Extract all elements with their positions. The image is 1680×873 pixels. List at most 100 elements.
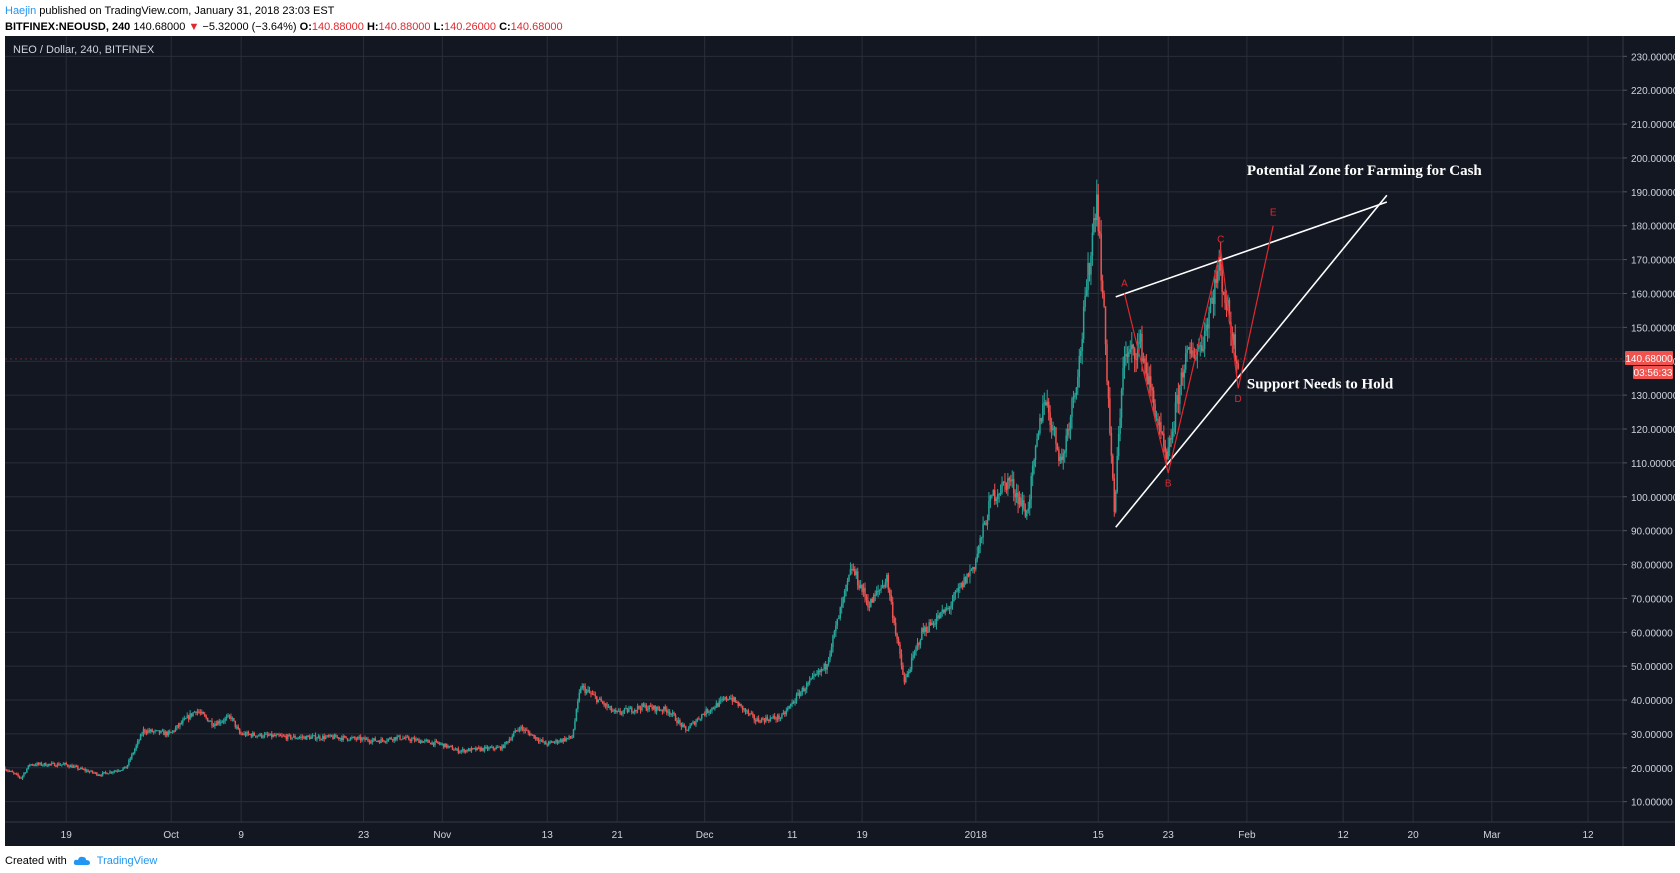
candle-body — [1046, 401, 1048, 406]
candle-body — [421, 740, 423, 743]
candle-body — [795, 694, 798, 702]
price-chart[interactable]: A B C D E Potential Zone for Farming for Cash… — [5, 36, 1675, 846]
candle-body — [1007, 478, 1009, 490]
candle-body — [1088, 262, 1091, 275]
candle-body — [620, 713, 623, 715]
candle-body — [58, 763, 60, 766]
candle-body — [88, 771, 91, 773]
candle-body — [1125, 353, 1127, 357]
candle-body — [1078, 355, 1081, 377]
candle-body — [865, 596, 868, 601]
candle-body — [322, 736, 324, 740]
candle-body — [534, 737, 537, 739]
candle-body — [190, 713, 193, 716]
candle-body — [1084, 295, 1086, 307]
candle-body — [972, 567, 974, 570]
candle-body — [1151, 387, 1153, 391]
candle-body — [507, 741, 509, 743]
candle-body — [1174, 402, 1177, 428]
candle-body — [645, 705, 648, 711]
candle-body — [117, 770, 120, 772]
candle-body — [671, 712, 674, 715]
candle-body — [304, 736, 307, 740]
tradingview-cloud-icon — [73, 856, 91, 866]
candle-body — [1202, 349, 1204, 351]
candle-body — [284, 735, 286, 737]
candle-body — [17, 774, 19, 777]
candle-body — [835, 625, 837, 632]
candle-body — [877, 590, 879, 592]
candle-body — [632, 712, 635, 714]
candle-body — [1123, 356, 1126, 369]
candle-body — [1001, 482, 1003, 493]
candle-body — [158, 730, 161, 734]
candle-body — [996, 494, 999, 500]
candle-body — [85, 770, 88, 772]
candle-body — [604, 703, 607, 706]
candle-body — [572, 729, 575, 738]
candle-body — [711, 707, 713, 711]
drawings[interactable]: A B C D E Potential Zone for Farming for Cash… — [1115, 163, 1483, 528]
candle-body — [673, 712, 675, 715]
author-link[interactable]: Haejin — [5, 5, 37, 17]
candle-body — [1065, 435, 1067, 452]
candle-body — [1141, 333, 1143, 362]
candle-body — [753, 715, 755, 721]
candle-body — [1096, 194, 1098, 220]
candle-body — [1170, 438, 1172, 440]
candle-body — [139, 734, 142, 741]
candle-body — [18, 776, 21, 778]
candle-body — [339, 737, 342, 739]
candle-body — [406, 736, 409, 738]
candle-body — [244, 733, 247, 736]
candle-body — [1129, 349, 1132, 352]
chart-panel[interactable]: A B C D E Potential Zone for Farming for Cash… — [5, 36, 1675, 846]
candle-body — [788, 706, 790, 709]
candle-body — [703, 714, 706, 716]
axes[interactable]: 10.00000 20.00000 30.00000 40.00000 50.00000… — [5, 52, 1675, 841]
x-tick-label: 9 — [238, 830, 244, 841]
candle-body — [221, 721, 223, 723]
candle-body — [1200, 345, 1203, 351]
candle-body — [800, 692, 802, 696]
candle-body — [250, 734, 253, 737]
candle-body — [1004, 481, 1006, 483]
candle-body — [778, 715, 780, 719]
candle-body — [1187, 346, 1190, 350]
candle-body — [760, 718, 763, 723]
candle-body — [956, 591, 958, 593]
candle-body — [597, 699, 600, 703]
y-tick-label: 50.00000 — [1631, 662, 1673, 673]
candle-body — [862, 587, 865, 592]
candle-body — [559, 739, 562, 742]
candle-body — [763, 719, 766, 722]
candle-body — [373, 738, 375, 740]
candle-body — [886, 574, 888, 582]
candle-body — [594, 694, 597, 697]
candle-body — [492, 746, 495, 749]
candle-body — [603, 703, 605, 706]
candle-body — [287, 734, 289, 740]
candle-body — [429, 742, 432, 745]
candle-body — [288, 734, 290, 736]
candle-body — [1081, 339, 1083, 351]
candle-body — [473, 748, 476, 750]
candle-body — [168, 731, 171, 733]
candle-body — [470, 748, 473, 752]
candle-body — [166, 731, 168, 736]
tradingview-link[interactable]: TradingView — [96, 855, 158, 867]
candle-body — [150, 729, 152, 732]
candle-body — [556, 740, 559, 743]
candle-body — [533, 734, 535, 739]
candle-body — [880, 588, 882, 590]
candle-body — [297, 737, 299, 739]
candle-body — [461, 749, 464, 751]
candle-body — [1002, 481, 1005, 483]
candle-body — [628, 709, 630, 713]
candle-body — [667, 711, 669, 713]
candle-body — [986, 520, 989, 526]
candle-body — [738, 703, 741, 707]
candle-body — [505, 741, 508, 743]
candle-body — [106, 772, 108, 775]
candle-body — [424, 740, 426, 742]
